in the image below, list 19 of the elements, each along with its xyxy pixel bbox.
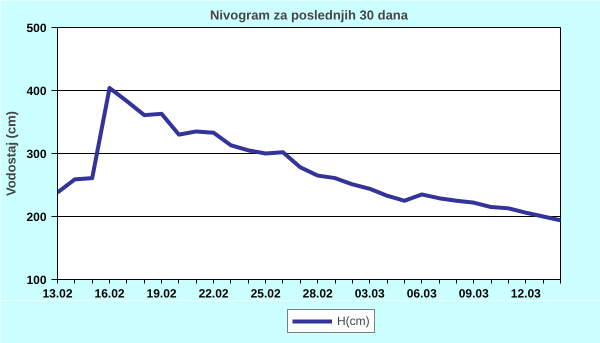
y-tick-label: 400 <box>26 84 47 98</box>
y-tick-label: 300 <box>26 147 47 161</box>
x-tick-label: 09.03 <box>458 286 490 300</box>
y-tick-label: 200 <box>26 210 47 224</box>
x-tick-label: 25.02 <box>250 286 281 300</box>
chart-title: Nivogram za poslednjih 30 dana <box>210 8 409 22</box>
legend-label: H(cm) <box>337 314 370 328</box>
x-tick-label: 22.02 <box>198 286 229 300</box>
y-tick-label: 100 <box>26 273 47 287</box>
x-tick-label: 12.03 <box>510 286 542 300</box>
x-tick-label: 06.03 <box>406 286 438 300</box>
x-tick-label: 13.02 <box>42 286 73 300</box>
x-tick-label: 19.02 <box>146 286 177 300</box>
y-tick-label: 500 <box>26 21 47 35</box>
x-tick-label: 03.03 <box>354 286 386 300</box>
x-tick-label: 28.02 <box>302 286 334 300</box>
y-axis-title: Vodostaj (cm) <box>3 110 18 196</box>
x-tick-label: 16.02 <box>94 286 125 300</box>
line-series <box>58 86 560 222</box>
